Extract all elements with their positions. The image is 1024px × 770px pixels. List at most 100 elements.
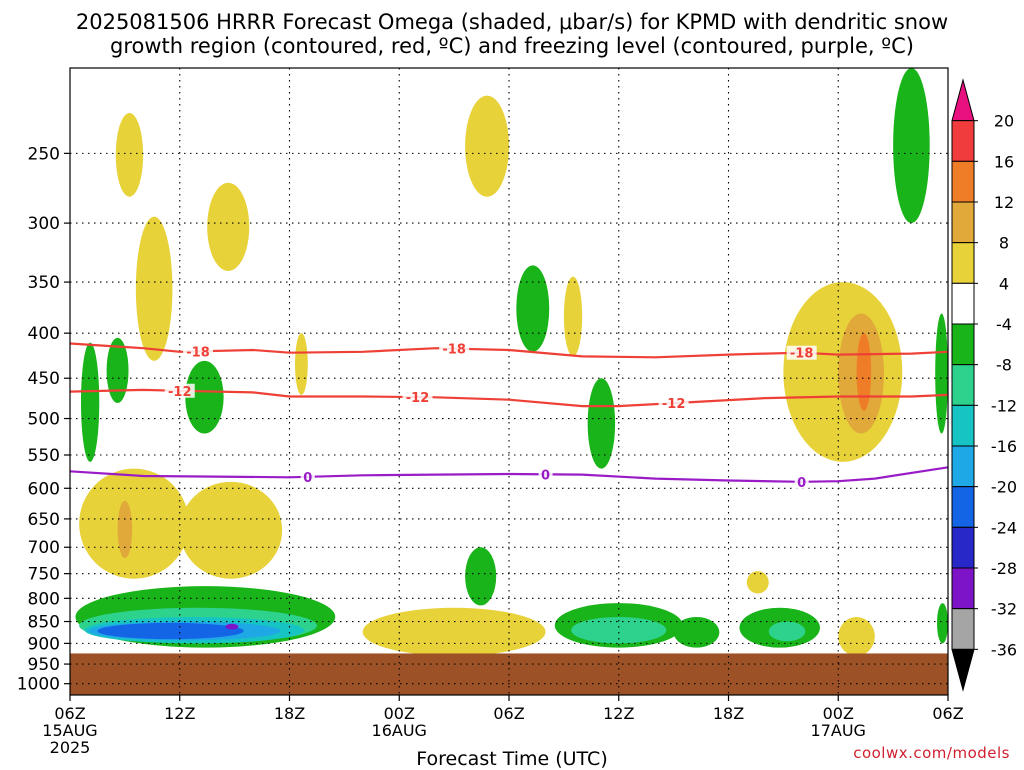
y-tick-label: 1000	[17, 675, 60, 695]
contour-label-bg	[402, 390, 433, 405]
x-axis-label: Forecast Time (UTC)	[416, 748, 608, 770]
omega-region-orange	[856, 333, 872, 411]
colorbar-segment	[951, 364, 975, 406]
contour-label-0: 0	[797, 476, 806, 491]
colorbar-label: -4	[996, 315, 1012, 334]
colorbar-segment	[951, 160, 975, 203]
y-tick-label: 350	[28, 273, 60, 293]
x-tick-label: 00Z	[823, 704, 854, 723]
x-tick-label: 12Z	[603, 704, 634, 723]
y-tick-label: 300	[28, 214, 60, 234]
y-tick-label: 800	[28, 589, 60, 609]
colorbar-segment	[951, 567, 975, 610]
y-tick-label: 950	[28, 655, 60, 675]
omega-region-teal	[768, 621, 806, 642]
omega-region-teal	[571, 616, 667, 644]
contour-label-bg	[794, 474, 809, 489]
contour-label-bg	[183, 344, 214, 359]
colorbar-label: -36	[991, 640, 1017, 659]
x-date-label: 17AUG	[811, 721, 866, 740]
contour-label-bg	[300, 469, 315, 484]
omega-region-green	[516, 265, 550, 352]
contour-label-bg	[164, 383, 195, 398]
colorbar-label: 4	[999, 274, 1009, 293]
y-tick-label: 750	[28, 565, 60, 585]
x-tick-label: 00Z	[384, 704, 415, 723]
colorbar-label: 16	[994, 152, 1014, 171]
omega-region-yellow	[115, 113, 144, 197]
omega-region-yellow	[746, 571, 769, 594]
x-tick-label: 06Z	[54, 704, 85, 723]
source-credit: coolwx.com/models	[853, 744, 1010, 762]
colorbar-label: -12	[991, 396, 1017, 415]
omega-shaded-regions	[75, 67, 948, 656]
contour-label--12: -12	[406, 391, 430, 406]
colorbar-label: -20	[991, 478, 1017, 497]
omega-region-yellow	[362, 607, 546, 656]
x-date-label: 16AUG	[372, 721, 427, 740]
omega-region-green	[465, 547, 497, 606]
omega-region-purple	[225, 623, 239, 630]
x-date-label: 15AUG	[42, 721, 97, 740]
omega-region-yellow	[294, 333, 308, 395]
chart-title-line-2: growth region (contoured, red, ºC) and f…	[110, 34, 914, 58]
omega-region-yellow	[563, 276, 583, 357]
contour-label-bg	[658, 396, 689, 411]
y-tick-label: 850	[28, 613, 60, 633]
colorbar-label: -24	[991, 518, 1017, 537]
contour-label-bg	[538, 467, 553, 482]
chart-title-line-1: 2025081506 HRRR Forecast Omega (shaded, …	[75, 10, 949, 34]
colorbar-label: 8	[999, 234, 1009, 253]
y-tick-label: 600	[28, 479, 60, 499]
colorbar-segment	[951, 404, 975, 447]
pressure-axis: 2503003504004505005506006507007508008509…	[17, 144, 70, 695]
x-tick-label: 06Z	[932, 704, 963, 723]
colorbar-label: -32	[991, 600, 1017, 619]
x-tick-label: 12Z	[164, 704, 195, 723]
x-tick-label: 06Z	[493, 704, 524, 723]
contour-label-bg	[439, 341, 470, 356]
gridlines	[70, 68, 948, 695]
colorbar-segment	[951, 282, 975, 325]
colorbar-label: -16	[991, 437, 1017, 456]
colorbar-segment	[951, 445, 975, 488]
x-tick-label: 18Z	[713, 704, 744, 723]
y-tick-label: 500	[28, 410, 60, 430]
contour-label--12: -12	[662, 397, 686, 412]
colorbar-segment	[951, 120, 975, 162]
y-tick-label: 650	[28, 510, 60, 530]
omega-region-yellow	[207, 182, 250, 271]
x-tick-label: 18Z	[274, 704, 305, 723]
contour-label--12: -12	[168, 385, 192, 400]
contour-label-0: 0	[541, 468, 550, 483]
omega-region-green	[185, 360, 224, 434]
contour-line-0	[69, 466, 949, 483]
contour-line--18	[69, 342, 949, 359]
omega-region-green	[893, 67, 930, 224]
colorbar-segment	[951, 486, 975, 528]
omega-region-yellow	[179, 481, 283, 579]
contour-label-0: 0	[303, 471, 312, 486]
colorbar-segment	[951, 323, 975, 366]
y-tick-label: 400	[28, 324, 60, 344]
omega-region-gold	[117, 500, 133, 559]
colorbar-arrow-top	[951, 78, 975, 122]
contour-line--12	[69, 388, 949, 408]
time-axis: 06Z 12Z 18Z 00Z 06Z 12Z 18Z 00Z 06Z15AUG202516AU…	[42, 695, 964, 757]
colorbar-segment	[951, 608, 975, 650]
omega-region-dark-blue	[97, 622, 244, 640]
y-tick-label: 700	[28, 538, 60, 558]
colorbar-label: 20	[994, 112, 1014, 131]
colorbar-label: 12	[994, 193, 1014, 212]
omega-region-yellow	[135, 216, 173, 361]
omega-region-green	[80, 342, 100, 462]
omega-region-green	[937, 603, 948, 644]
contour-label--18: -18	[186, 345, 210, 360]
colorbar-label: -8	[996, 356, 1012, 375]
colorbar-arrow-bottom	[951, 648, 975, 692]
temperature-contours: -18 -18 -18 -12 -12 -12 0 0 0	[69, 341, 949, 491]
omega-region-green	[106, 337, 129, 403]
colorbar-segment	[951, 526, 975, 569]
omega-region-green	[673, 616, 720, 648]
